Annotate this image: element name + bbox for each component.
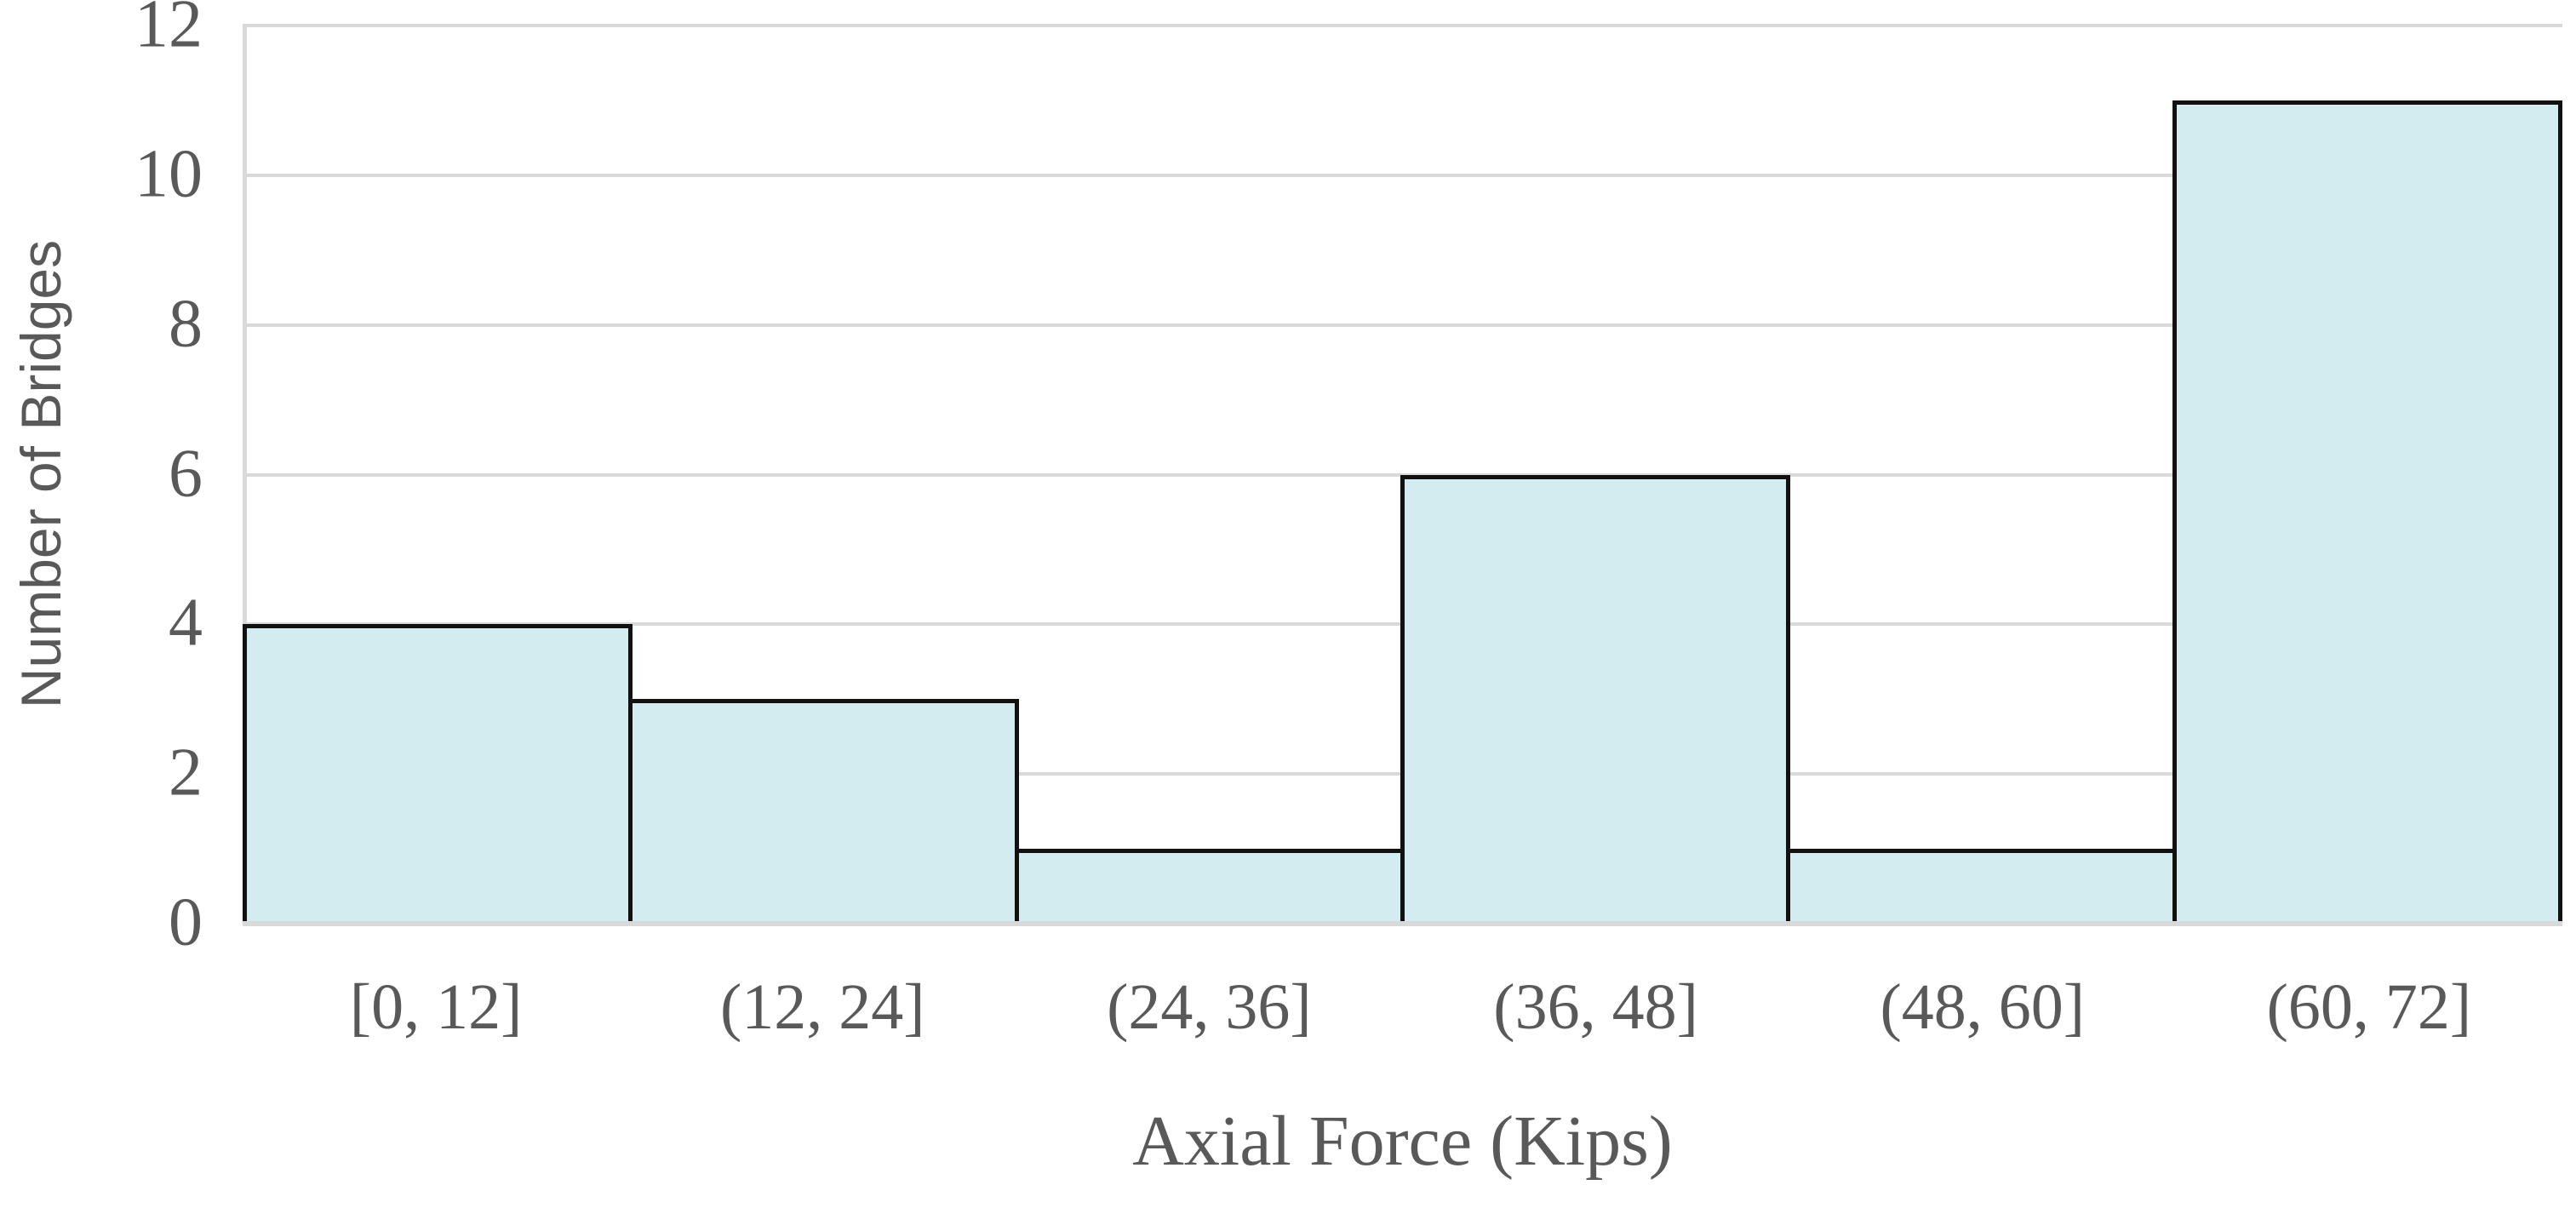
x-axis-title: Axial Force (Kips) (1132, 1102, 1673, 1181)
x-tick-label: (36, 48] (1493, 971, 1698, 1043)
y-tick-label: 6 (169, 435, 203, 511)
bar-24-36 (1014, 849, 1405, 924)
y-tick-label: 12 (135, 0, 203, 62)
y-tick-label: 2 (169, 735, 203, 810)
x-axis-tick-labels: [0, 12] (12, 24] (24, 36] (36, 48] (48, 60] (… (243, 970, 2562, 1045)
gridline-y12 (243, 24, 2562, 27)
x-tick-label: (60, 72] (2266, 971, 2472, 1043)
y-tick-label: 4 (169, 585, 203, 661)
y-tick-label: 10 (135, 136, 203, 212)
y-axis-tick-labels: 0 2 4 6 8 10 12 (0, 0, 203, 956)
y-tick-label: 8 (169, 286, 203, 362)
plot-area (243, 24, 2562, 926)
x-tick-label: (48, 60] (1880, 971, 2086, 1043)
bar-series (243, 26, 2562, 924)
x-tick-label: (24, 36] (1107, 971, 1312, 1043)
bar-36-48 (1400, 474, 1791, 924)
x-axis-line (243, 921, 2562, 926)
bar-60-72 (2172, 100, 2562, 924)
y-tick-label: 0 (169, 885, 203, 960)
x-tick-label: (12, 24] (719, 971, 925, 1043)
gridline-y10 (243, 173, 2562, 177)
gridline-y8 (243, 323, 2562, 327)
bar-48-60 (1786, 849, 2177, 924)
bar-0-12 (243, 624, 633, 924)
bar-12-24 (628, 699, 1019, 924)
x-tick-label: [0, 12] (349, 971, 523, 1043)
